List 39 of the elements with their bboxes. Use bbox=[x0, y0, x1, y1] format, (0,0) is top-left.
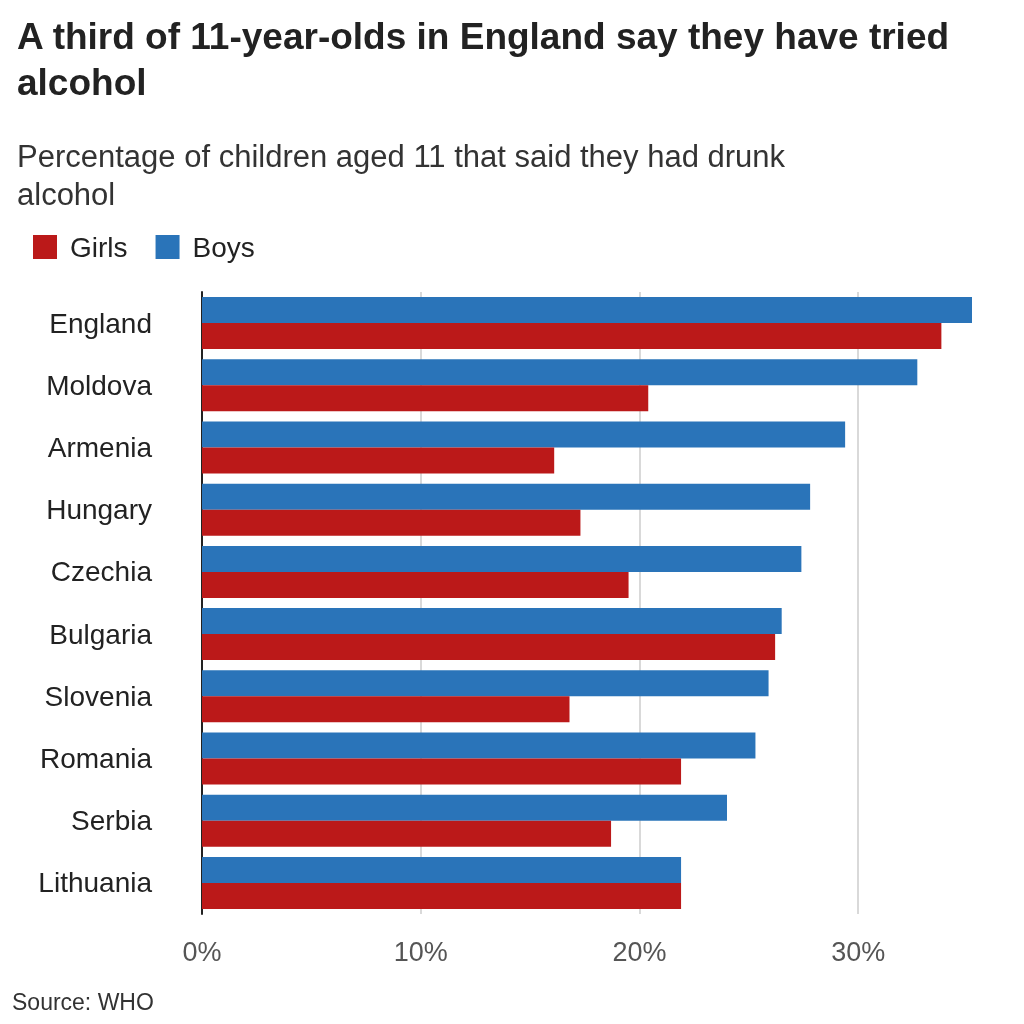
bar bbox=[202, 608, 782, 635]
bar bbox=[202, 297, 972, 324]
chart-subtitle: Percentage of children aged 11 that said they had drunk alcohol bbox=[17, 138, 794, 212]
y-tick-label: Armenia bbox=[47, 432, 153, 463]
bar bbox=[202, 385, 649, 412]
x-tick-label: 10% bbox=[393, 936, 448, 967]
bar bbox=[202, 882, 682, 909]
bar bbox=[202, 509, 581, 536]
y-tick-label: Hungary bbox=[46, 494, 152, 526]
bar bbox=[202, 483, 811, 510]
x-tick-label: 30% bbox=[831, 936, 886, 967]
bar bbox=[202, 323, 942, 350]
y-tick-label: Bulgaria bbox=[49, 618, 153, 650]
bar bbox=[202, 758, 682, 785]
y-tick-label: Moldova bbox=[46, 369, 153, 401]
bar bbox=[202, 856, 682, 883]
bar bbox=[202, 794, 727, 821]
bar bbox=[202, 670, 769, 697]
x-tick-label: 20% bbox=[612, 936, 667, 967]
bar bbox=[202, 571, 629, 598]
y-tick-label: Serbia bbox=[71, 805, 153, 837]
bar bbox=[202, 421, 846, 448]
bar bbox=[202, 545, 802, 572]
legend-label: Boys bbox=[192, 231, 255, 263]
y-tick-label: Czechia bbox=[50, 556, 153, 588]
bar bbox=[202, 359, 918, 386]
legend-label: Girls bbox=[70, 231, 128, 263]
source-note: Source: WHO bbox=[12, 988, 154, 1015]
bar bbox=[202, 732, 756, 759]
x-tick-label: 0% bbox=[182, 936, 222, 967]
bar bbox=[202, 447, 555, 474]
y-tick-label: Lithuania bbox=[38, 867, 153, 899]
bar bbox=[202, 696, 570, 723]
y-tick-label: Romania bbox=[39, 743, 153, 774]
y-tick-label: England bbox=[49, 307, 152, 339]
bar bbox=[202, 820, 612, 847]
bar bbox=[202, 634, 776, 661]
y-tick-label: Slovenia bbox=[44, 680, 153, 712]
chart-title: A third of 11-year-olds in England say they have tried alcohol bbox=[17, 15, 960, 103]
